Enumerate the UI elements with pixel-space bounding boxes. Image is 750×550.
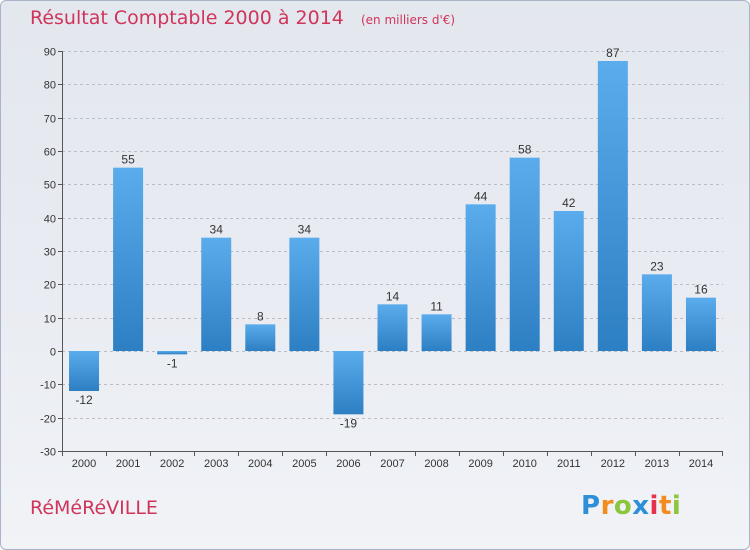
y-tick-label: 50 [44, 180, 56, 192]
y-tick-label: 90 [44, 47, 56, 59]
data-label-2010: 58 [518, 143, 532, 157]
data-label-2008: 11 [430, 299, 443, 313]
data-label-2009: 44 [474, 189, 488, 203]
x-tick-label-2008: 2008 [424, 458, 448, 470]
x-tick-label-2004: 2004 [248, 458, 272, 470]
x-tick-labels: 2000 2001 2002 2003 2004 2005 2006 2007 2008 2009… [72, 458, 713, 470]
bar-2012 [597, 61, 628, 351]
chart-title: Résultat Comptable 2000 à 2014 (en milli… [30, 7, 455, 29]
bar-2006 [333, 351, 364, 415]
data-label-2006: -19 [340, 416, 358, 430]
x-tick-label-2001: 2001 [116, 458, 140, 470]
x-tick-label-2012: 2012 [601, 458, 625, 470]
bar-2005 [289, 237, 320, 351]
title-unit: (en milliers d'€) [360, 13, 456, 27]
x-tick-label-2013: 2013 [645, 458, 669, 470]
axes [58, 51, 723, 456]
bar-2004 [245, 324, 276, 351]
data-label-2001: 55 [121, 153, 135, 167]
bar-2002 [157, 351, 188, 355]
x-tick-label-2005: 2005 [292, 458, 316, 470]
y-tick-label: 70 [44, 114, 56, 126]
commune-name: RéMéRéVILLE [30, 497, 158, 519]
brand-letter: r [600, 491, 614, 521]
brand-letter: x [632, 491, 650, 521]
bar-2010 [509, 157, 540, 351]
x-tick-label-2010: 2010 [512, 458, 536, 470]
bar-2003 [201, 237, 232, 351]
data-label-2004: 8 [257, 309, 264, 323]
title-main: Résultat Comptable 2000 à 2014 [30, 7, 344, 29]
y-tick-label: 30 [44, 247, 56, 259]
y-tick-label: 0 [50, 347, 56, 359]
y-tick-label: -10 [40, 380, 56, 392]
x-tick-label-2011: 2011 [557, 458, 581, 470]
x-tick-label-2014: 2014 [689, 458, 713, 470]
data-label-2012: 87 [606, 46, 620, 60]
bar-2000 [69, 351, 100, 391]
data-label-2000: -12 [75, 393, 93, 407]
data-label-2007: 14 [386, 289, 400, 303]
bar-2014 [685, 297, 716, 351]
brand-letter: o [613, 491, 633, 521]
x-tick-label-2006: 2006 [336, 458, 360, 470]
x-tick-label-2007: 2007 [380, 458, 404, 470]
bar-2007 [377, 304, 408, 351]
y-tick-label: 10 [44, 314, 56, 326]
data-label-2013: 23 [650, 259, 664, 273]
y-tick-label: 60 [44, 147, 56, 159]
bar-2008 [421, 314, 452, 351]
bar-2011 [553, 211, 584, 351]
brand-letter: P [581, 491, 601, 521]
y-tick-label: 80 [44, 80, 56, 92]
brand-letter: i [671, 491, 682, 521]
x-tick-label-2000: 2000 [72, 458, 96, 470]
bars [69, 61, 716, 415]
grid-lines [62, 51, 723, 452]
x-tick-label-2009: 2009 [468, 458, 492, 470]
x-tick-label-2003: 2003 [204, 458, 228, 470]
y-tick-label: -20 [40, 414, 56, 426]
bar-2013 [641, 274, 672, 351]
y-tick-labels: 90 80 70 60 50 40 30 20 10 0 -10 -20 -30 [40, 47, 56, 459]
data-label-2014: 16 [694, 283, 708, 297]
data-label-2005: 34 [298, 223, 312, 237]
data-labels: -12 55 -1 34 8 34 -19 14 11 44 58 42 87 23 16 [75, 46, 708, 430]
bar-2009 [465, 204, 496, 351]
proxiti-logo: Proxiti [581, 491, 681, 521]
brand-letter: i [649, 491, 659, 521]
data-label-2011: 42 [562, 196, 576, 210]
bar-2001 [113, 167, 144, 351]
y-tick-label: -30 [40, 447, 56, 459]
data-label-2002: -1 [167, 356, 178, 370]
brand-letter: t [658, 491, 672, 521]
x-tick-label-2002: 2002 [160, 458, 184, 470]
data-label-2003: 34 [210, 223, 224, 237]
y-tick-label: 20 [44, 280, 56, 292]
y-tick-label: 40 [44, 214, 56, 226]
